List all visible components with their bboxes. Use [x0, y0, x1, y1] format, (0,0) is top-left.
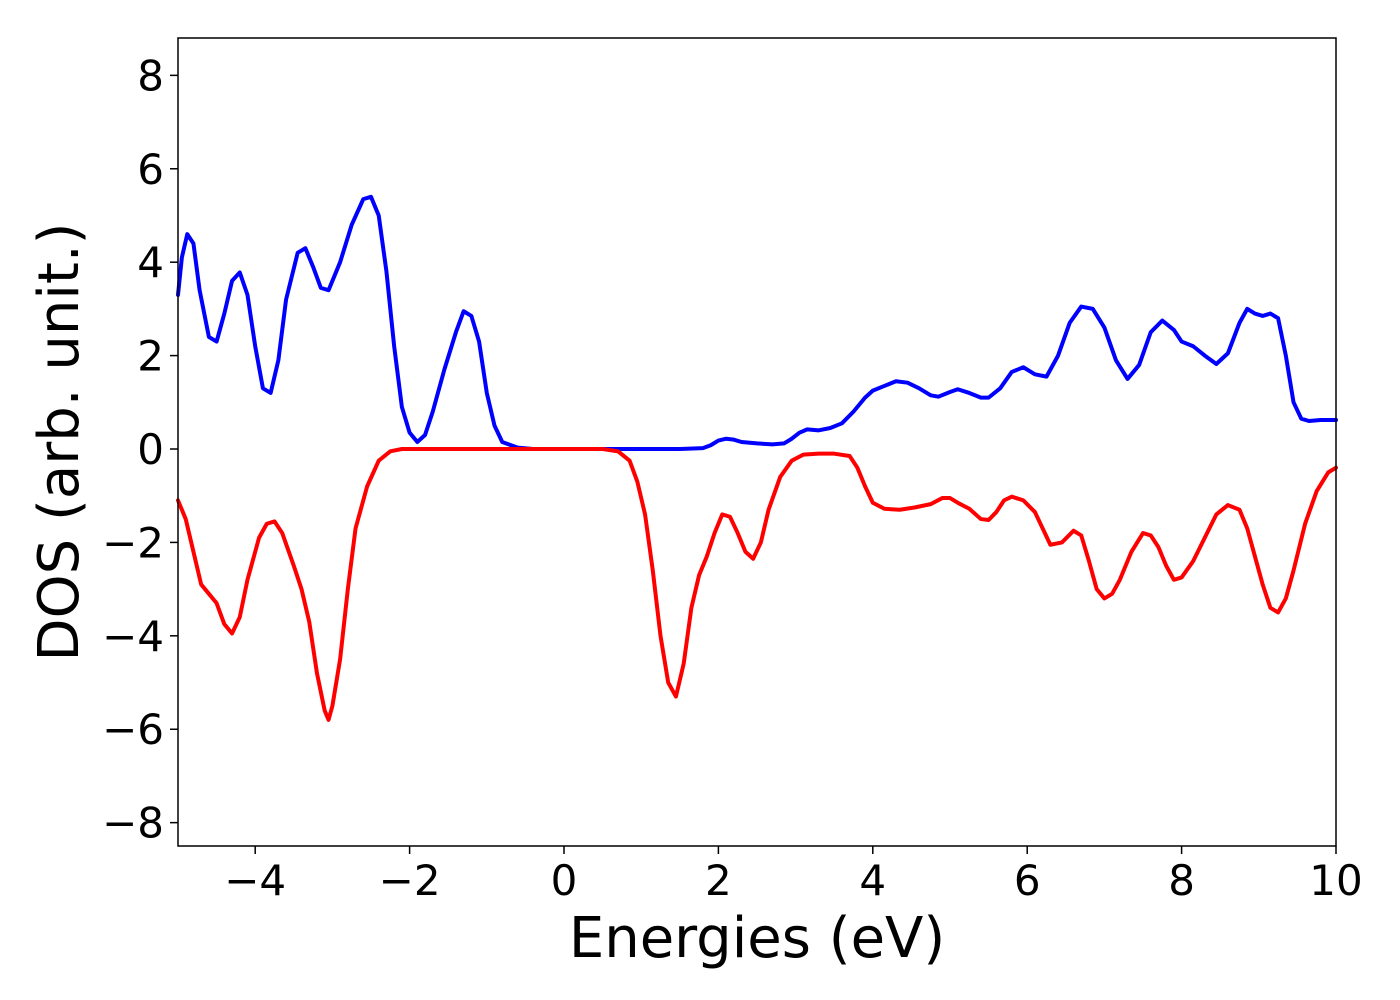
x-tick-label: −2: [379, 856, 441, 905]
y-tick-label: −2: [102, 518, 164, 567]
x-tick-label: 4: [859, 856, 886, 905]
y-tick-label: −4: [102, 612, 164, 661]
x-tick-label: 0: [551, 856, 578, 905]
y-tick-label: −8: [102, 799, 164, 848]
series-line-spin-up: [176, 194, 1338, 452]
axes-layer: −4 −2 0 2 4 6 8 10 −8 −6 −4 −2 0 2 4 6 8: [102, 37, 1363, 905]
y-tick-label: 0: [137, 425, 164, 474]
x-tick-label: 8: [1168, 856, 1195, 905]
series-line-spin-down: [176, 447, 1338, 722]
y-tick-label: 4: [137, 238, 164, 287]
x-tick-label: −4: [224, 856, 286, 905]
x-axis-label: Energies (eV): [569, 906, 945, 971]
x-tick-label: 2: [705, 856, 732, 905]
x-tick-label: 6: [1014, 856, 1041, 905]
y-tick-label: 2: [137, 332, 164, 381]
y-tick-label: −6: [102, 705, 164, 754]
y-tick-label: 6: [137, 145, 164, 194]
y-axis-label: DOS (arb. unit.): [27, 222, 92, 661]
plot-frame: [177, 37, 1337, 847]
x-tick-label: 10: [1309, 856, 1362, 905]
y-tick-label: 8: [137, 51, 164, 100]
plot-layer: [176, 194, 1338, 722]
